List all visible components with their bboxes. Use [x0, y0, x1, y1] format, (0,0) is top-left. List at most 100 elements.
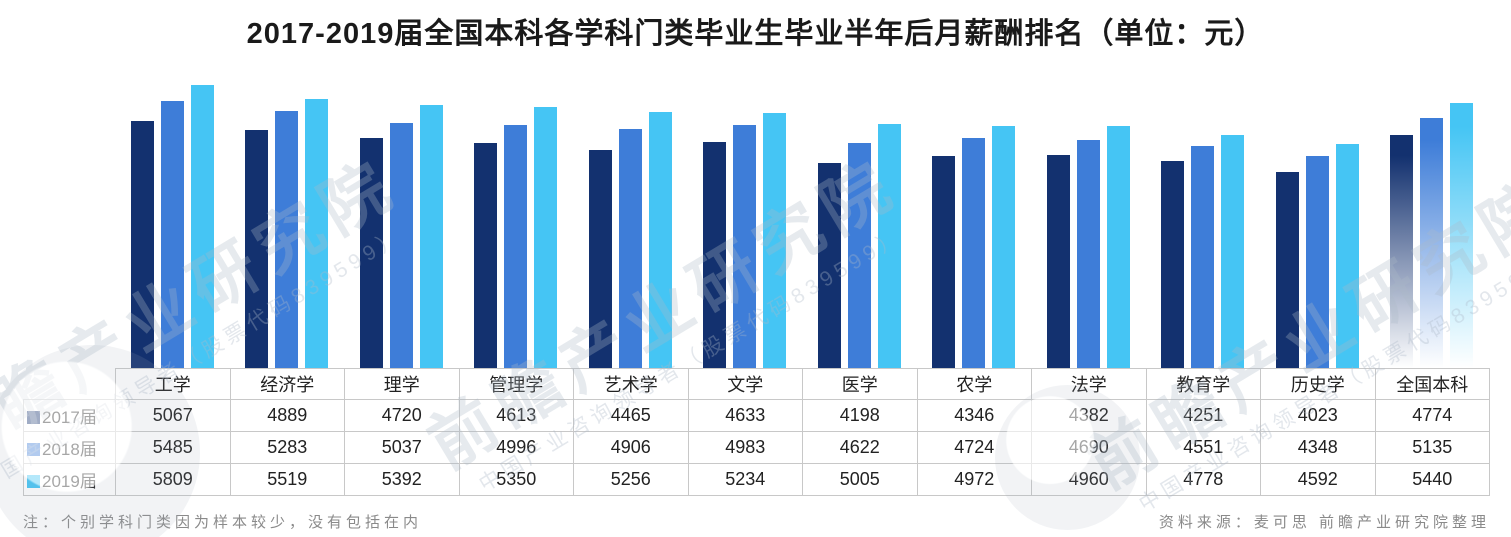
bar-group-经济学	[230, 58, 345, 368]
table-corner-cell	[24, 369, 116, 400]
bar-2017届-艺术学	[588, 150, 612, 368]
value-cell-2017届-全国本科: 4774	[1374, 399, 1490, 432]
bar-2019届-全国本科	[1450, 103, 1474, 368]
column-header-全国本科: 全国本科	[1374, 368, 1490, 400]
column-header-法学: 法学	[1031, 368, 1147, 400]
bar-2018届-经济学	[275, 111, 299, 368]
legend-label: 2017届	[42, 408, 97, 427]
bar-2019届-教育学	[1221, 135, 1245, 368]
value-cell-2019届-管理学: 5350	[458, 463, 574, 496]
value-cell-2019届-文学: 5234	[687, 463, 803, 496]
bar-2018届-法学	[1076, 140, 1100, 368]
bar-2018届-文学	[733, 125, 757, 368]
bar-group-文学	[688, 58, 803, 368]
value-cell-2019届-教育学: 4778	[1145, 463, 1261, 496]
bar-2019届-艺术学	[648, 112, 672, 368]
bar-group-工学	[115, 58, 230, 368]
legend-cell-2019届: 2019届	[23, 463, 116, 496]
bar-2018届-全国本科	[1420, 118, 1444, 368]
bar-2019届-管理学	[534, 107, 558, 368]
value-cell-2017届-教育学: 4251	[1145, 399, 1261, 432]
value-cell-2018届-医学: 4622	[802, 431, 918, 464]
footnote: 注：个别学科门类因为样本较少，没有包括在内	[23, 514, 423, 531]
bar-2018届-理学	[389, 123, 413, 368]
bar-2019届-文学	[763, 113, 787, 368]
bar-2017届-教育学	[1161, 161, 1185, 368]
bar-2018届-历史学	[1305, 156, 1329, 368]
bar-2018届-医学	[847, 143, 871, 368]
value-cell-2019届-历史学: 4592	[1260, 463, 1376, 496]
bar-chart-plot	[115, 58, 1489, 368]
column-header-医学: 医学	[802, 368, 918, 400]
table-row-2017届: 2017届 5067 4889 4720 4613 4465 4633 4198 4346 438…	[23, 399, 1490, 432]
bar-2017届-全国本科	[1390, 135, 1414, 368]
value-cell-2018届-教育学: 4551	[1145, 431, 1261, 464]
column-header-文学: 文学	[687, 368, 803, 400]
value-cell-2019届-经济学: 5519	[229, 463, 345, 496]
bar-2018届-农学	[962, 138, 986, 368]
value-cell-2019届-法学: 4960	[1031, 463, 1147, 496]
chart-title: 2017-2019届全国本科各学科门类毕业生毕业半年后月薪酬排名（单位：元）	[246, 18, 1265, 50]
value-cell-2018届-艺术学: 4906	[573, 431, 689, 464]
bar-2017届-法学	[1046, 155, 1070, 368]
bar-2017届-文学	[703, 142, 727, 368]
bar-group-理学	[344, 58, 459, 368]
bar-2019届-工学	[190, 85, 214, 368]
value-cell-2018届-全国本科: 5135	[1374, 431, 1490, 464]
bar-2018届-艺术学	[618, 129, 642, 368]
column-header-经济学: 经济学	[229, 368, 345, 400]
value-cell-2019届-理学: 5392	[344, 463, 460, 496]
value-cell-2019届-农学: 4972	[916, 463, 1032, 496]
bar-2017届-经济学	[245, 130, 269, 368]
legend-cell-2017届: 2017届	[23, 399, 116, 432]
value-cell-2017届-工学: 5067	[115, 399, 231, 432]
column-header-工学: 工学	[115, 368, 231, 400]
column-header-历史学: 历史学	[1260, 368, 1376, 400]
bar-group-全国本科	[1375, 58, 1490, 368]
value-cell-2018届-管理学: 4996	[458, 431, 574, 464]
value-cell-2018届-文学: 4983	[687, 431, 803, 464]
bar-2018届-教育学	[1191, 146, 1215, 368]
bar-2019届-法学	[1106, 126, 1130, 368]
value-cell-2017届-农学: 4346	[916, 399, 1032, 432]
value-cell-2017届-理学: 4720	[344, 399, 460, 432]
bar-2019届-理学	[419, 105, 443, 368]
value-cell-2017届-文学: 4633	[687, 399, 803, 432]
value-cell-2019届-工学: 5809	[115, 463, 231, 496]
bar-2017届-工学	[130, 121, 154, 368]
legend-label: 2018届	[42, 440, 97, 459]
bar-2017届-理学	[359, 138, 383, 368]
column-header-农学: 农学	[916, 368, 1032, 400]
value-cell-2019届-全国本科: 5440	[1374, 463, 1490, 496]
bar-2017届-管理学	[474, 143, 498, 368]
value-cell-2018届-经济学: 5283	[229, 431, 345, 464]
bar-group-农学	[917, 58, 1032, 368]
table-row-2019届: 2019届 5809 5519 5392 5350 5256 5234 5005 4972 496…	[23, 463, 1490, 496]
legend-cell-2018届: 2018届	[23, 431, 116, 464]
value-cell-2017届-法学: 4382	[1031, 399, 1147, 432]
bar-2019届-医学	[877, 124, 901, 368]
legend-swatch-icon	[27, 475, 40, 488]
data-table: 工学 经济学 理学 管理学 艺术学 文学 医学 农学 法学 教育学 历史学 全国本科 2017届 506…	[23, 368, 1490, 496]
legend-swatch-icon	[27, 411, 40, 424]
value-cell-2018届-法学: 4690	[1031, 431, 1147, 464]
table-header-row: 工学 经济学 理学 管理学 艺术学 文学 医学 农学 法学 教育学 历史学 全国本科	[24, 368, 1490, 400]
legend-swatch-icon	[27, 443, 40, 456]
source-note: 资料来源：麦可思 前瞻产业研究院整理	[1158, 514, 1490, 531]
table-row-2018届: 2018届 5485 5283 5037 4996 4906 4983 4622 4724 469…	[23, 431, 1490, 464]
value-cell-2019届-医学: 5005	[802, 463, 918, 496]
column-header-教育学: 教育学	[1145, 368, 1261, 400]
value-cell-2019届-艺术学: 5256	[573, 463, 689, 496]
bar-group-法学	[1031, 58, 1146, 368]
bar-group-医学	[802, 58, 917, 368]
bar-2017届-农学	[932, 156, 956, 368]
value-cell-2018届-历史学: 4348	[1260, 431, 1376, 464]
value-cell-2017届-艺术学: 4465	[573, 399, 689, 432]
value-cell-2017届-经济学: 4889	[229, 399, 345, 432]
value-cell-2017届-管理学: 4613	[458, 399, 574, 432]
bar-2018届-工学	[160, 101, 184, 368]
bar-2019届-农学	[992, 126, 1016, 368]
bar-2019届-经济学	[305, 99, 329, 368]
legend-label: 2019届	[42, 472, 97, 491]
